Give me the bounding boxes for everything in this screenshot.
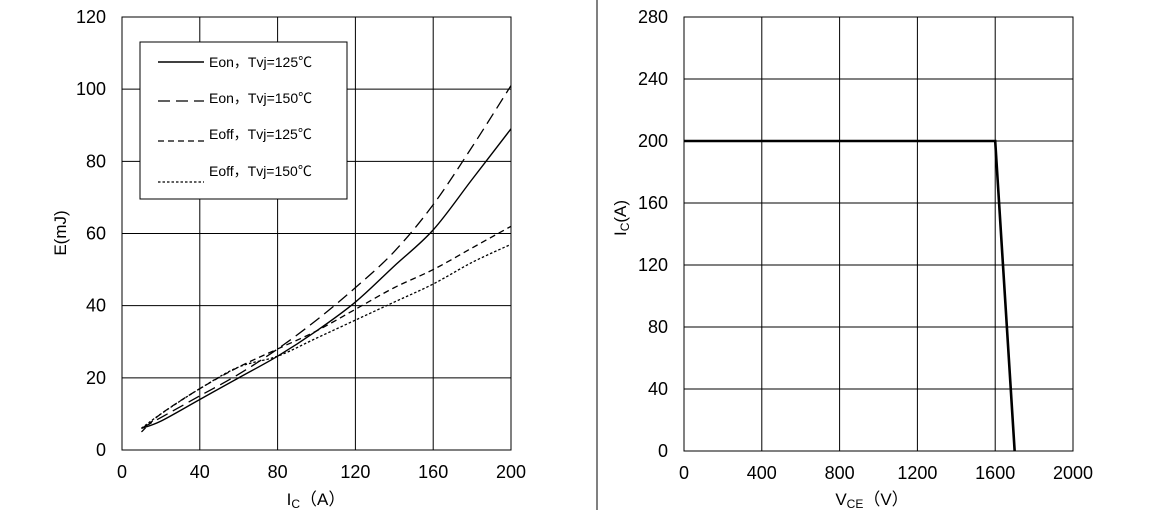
y-tick-label: 120 [76, 7, 106, 27]
y-tick-label: 60 [86, 224, 106, 244]
energy-series [141, 85, 512, 433]
x-tick-label: 400 [747, 463, 777, 483]
y-tick-label: 200 [638, 131, 668, 151]
y-tick-label: 40 [86, 296, 106, 316]
x-tick-label: 800 [825, 463, 855, 483]
legend-label-eoff-125: Eoff，Tvj=125℃ [209, 126, 312, 142]
y-tick-label: 20 [86, 368, 106, 388]
rbsoa-x-axis-label: VCE（V） [835, 490, 908, 510]
x-tick-label: 120 [340, 462, 370, 482]
y-tick-label: 40 [648, 379, 668, 399]
x-tick-label: 80 [268, 462, 288, 482]
a-series-line-3 [141, 243, 512, 429]
legend-box [139, 41, 348, 200]
energy-y-axis-label: E(mJ) [51, 210, 70, 255]
rbsoa-plot-frame [683, 16, 1074, 452]
y-tick-label: 0 [658, 441, 668, 461]
a-series-line-1 [141, 85, 512, 429]
energy-x-axis-label: IC（A） [287, 490, 346, 510]
y-tick-label: 100 [76, 79, 106, 99]
x-tick-label: 1200 [897, 463, 937, 483]
legend-label-eon-150: Eon，Tvj=150℃ [209, 90, 312, 106]
rbsoa-chart: 0 400 800 1200 1600 200004080120160200240280 … [611, 7, 1093, 510]
x-tick-label: 200 [496, 462, 526, 482]
y-tick-label: 80 [648, 317, 668, 337]
y-tick-label: 120 [638, 255, 668, 275]
x-tick-label: 0 [117, 462, 127, 482]
x-tick-label: 40 [190, 462, 210, 482]
x-tick-label: 1600 [975, 463, 1015, 483]
b-series-line-0 [684, 139, 1016, 452]
energy-chart: 0 40 80 120 160 200 0 20 40 60 80 100 120 E(mJ) IC（A… [51, 7, 526, 510]
energy-plot-frame [121, 16, 512, 451]
rbsoa-tick-labels: 0 400 800 1200 1600 2000 0 40 80 120 160 200 240 280 [638, 7, 1093, 483]
x-tick-label: 0 [679, 463, 689, 483]
y-tick-label: 80 [86, 151, 106, 171]
energy-legend: Eon，Tvj=125℃ Eon，Tvj=150℃ Eoff，Tvj=125℃ … [139, 41, 348, 200]
rbsoa-series [684, 139, 1016, 452]
legend-label-eon-125: Eon，Tvj=125℃ [209, 54, 312, 70]
a-series-line-2 [141, 225, 512, 433]
rbsoa-y-axis-label: IC(A) [611, 200, 632, 236]
y-tick-label: 280 [638, 7, 668, 27]
y-tick-label: 240 [638, 69, 668, 89]
legend-label-eoff-150: Eoff，Tvj=150℃ [209, 163, 312, 179]
x-tick-label: 160 [418, 462, 448, 482]
x-tick-label: 2000 [1053, 463, 1093, 483]
rbsoa-grid [683, 16, 1074, 452]
energy-tick-labels: 0 40 80 120 160 200 0 20 40 60 80 100 120 [76, 7, 526, 482]
y-tick-label: 0 [96, 440, 106, 460]
y-tick-label: 160 [638, 193, 668, 213]
